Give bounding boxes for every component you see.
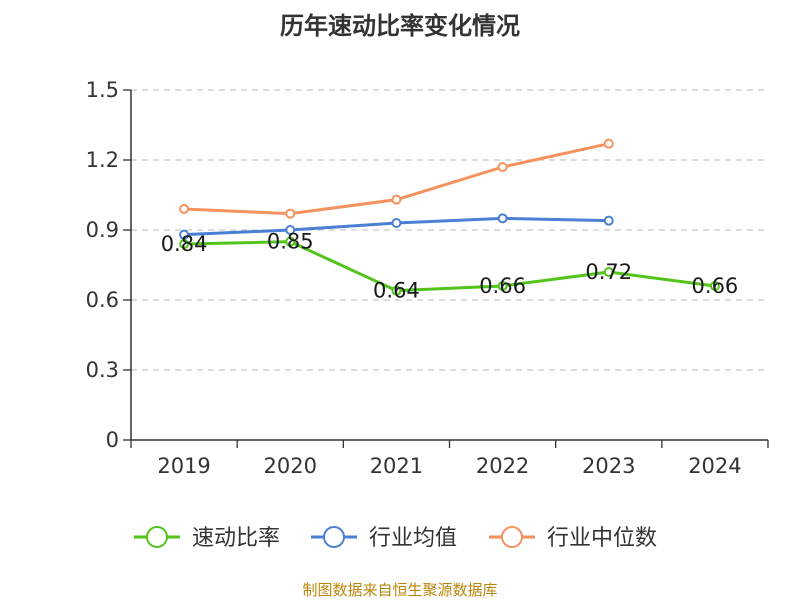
y-axis-ticks: 0 0.3 0.6 0.9 1.2 1.5 <box>86 78 131 452</box>
data-point <box>179 204 190 214</box>
axes <box>130 90 768 441</box>
x-tick-label: 2023 <box>582 454 635 478</box>
data-point <box>603 267 614 277</box>
x-tick-label: 2024 <box>688 454 741 478</box>
data-label: 0.72 <box>585 260 632 284</box>
data-point <box>285 236 296 247</box>
data-point <box>497 162 508 172</box>
data-label: 0.66 <box>692 274 739 298</box>
x-tick-label: 2021 <box>370 454 423 478</box>
x-axis-ticks: 2019 2020 2021 2022 2023 2024 <box>130 440 769 478</box>
y-tick-label: 0.6 <box>86 288 119 312</box>
y-tick-label: 1.5 <box>86 78 119 102</box>
data-point <box>709 281 720 291</box>
data-point <box>603 138 614 149</box>
data-label: 0.84 <box>161 232 208 256</box>
data-point <box>285 208 296 219</box>
data-point <box>391 285 402 296</box>
data-point <box>391 194 402 205</box>
data-point <box>285 225 296 235</box>
series-lines <box>179 138 720 296</box>
data-point <box>497 213 508 224</box>
legend-label: 行业中位数 <box>547 526 657 551</box>
x-tick-label: 2020 <box>264 454 317 478</box>
y-tick-label: 1.2 <box>86 148 119 172</box>
legend-marker <box>501 526 523 548</box>
data-point <box>179 239 190 249</box>
x-tick-label: 2019 <box>157 454 210 478</box>
chart-title: 历年速动比率变化情况 <box>280 12 520 40</box>
grid-lines <box>131 89 768 371</box>
legend-label: 行业均值 <box>369 526 457 551</box>
y-tick-label: 0.9 <box>86 218 119 242</box>
data-label: 0.66 <box>479 274 526 298</box>
data-point <box>497 281 508 291</box>
data-label: 0.64 <box>373 279 420 303</box>
data-point <box>603 215 614 226</box>
y-tick-label: 0.3 <box>86 358 119 382</box>
legend-marker <box>146 526 168 548</box>
legend: 速动比率 行业均值 行业中位数 <box>134 526 657 551</box>
series-line-0 <box>184 240 716 293</box>
data-source: 制图数据来自恒生聚源数据库 <box>302 581 497 599</box>
data-point <box>391 218 402 228</box>
y-tick-label: 0 <box>106 428 119 452</box>
data-label: 0.85 <box>267 230 314 254</box>
x-tick-label: 2022 <box>476 454 529 478</box>
data-labels: 0.84 0.85 0.64 0.66 0.72 0.66 <box>161 230 739 303</box>
legend-label: 速动比率 <box>192 526 280 551</box>
data-point <box>179 229 190 240</box>
legend-marker <box>323 526 345 548</box>
